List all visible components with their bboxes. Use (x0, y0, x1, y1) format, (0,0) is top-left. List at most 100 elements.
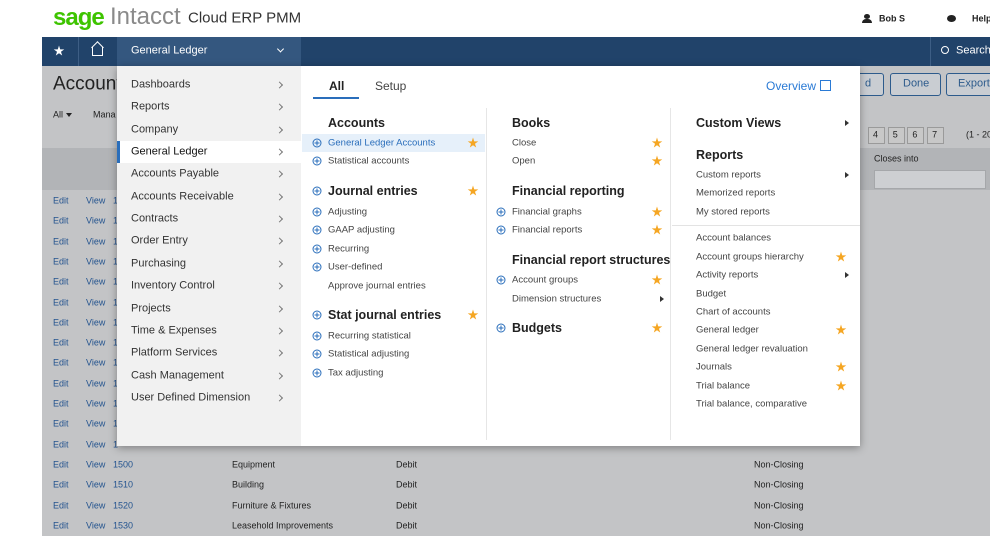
submenu-arrow[interactable] (845, 272, 849, 278)
page-button[interactable] (887, 127, 905, 144)
module-item[interactable]: Reports (131, 100, 170, 113)
favorite-icon[interactable] (651, 274, 663, 285)
page-number[interactable]: 6 (912, 129, 918, 140)
page-number[interactable]: 5 (892, 129, 898, 140)
module-item[interactable]: Company (131, 123, 179, 136)
row-link[interactable]: View (86, 236, 106, 247)
row-link[interactable]: 1 (113, 398, 119, 409)
row-link[interactable]: Edit (53, 236, 69, 247)
module-item[interactable]: Inventory Control (131, 279, 215, 292)
selected-module[interactable] (117, 141, 301, 164)
module-tab-label[interactable]: General Ledger (131, 44, 208, 57)
tab[interactable]: Setup (375, 79, 407, 93)
module-item[interactable]: Cash Management (131, 369, 224, 382)
row-link[interactable]: Edit (53, 256, 69, 267)
row-link[interactable]: 1500 (113, 459, 134, 470)
menu-group-title[interactable]: Budgets (512, 320, 562, 335)
row-link[interactable]: View (86, 276, 106, 287)
favorite-icon[interactable] (651, 322, 663, 333)
add-icon[interactable] (312, 262, 322, 272)
row-link[interactable]: View (86, 195, 106, 206)
menu-item[interactable]: General ledger revaluation (696, 343, 808, 355)
submenu-arrow[interactable] (845, 172, 849, 178)
menu-group-title[interactable]: Stat journal entries (328, 307, 442, 322)
button-label[interactable]: Export (958, 77, 990, 90)
row-link[interactable]: Edit (53, 317, 69, 328)
menu-group-title[interactable]: Financial report structures (512, 252, 671, 267)
help-icon[interactable] (947, 15, 956, 22)
search-icon[interactable] (941, 46, 949, 54)
row-link[interactable]: View (86, 215, 106, 226)
menu-item[interactable]: Open (512, 155, 536, 167)
row-link[interactable]: Edit (53, 337, 69, 348)
submenu-arrow[interactable] (845, 120, 849, 126)
add-icon[interactable] (312, 138, 322, 148)
row-link[interactable]: Edit (53, 500, 69, 510)
row-link[interactable]: 1 (113, 418, 119, 429)
row-link[interactable]: View (86, 520, 106, 531)
menu-item[interactable]: Trial balance (696, 380, 751, 392)
module-item[interactable]: Purchasing (131, 257, 187, 270)
row-link[interactable]: View (86, 418, 106, 429)
row-link[interactable]: Edit (53, 418, 69, 429)
module-tab[interactable] (117, 37, 301, 66)
row-link[interactable]: View (86, 378, 106, 389)
overview-link[interactable]: Overview (766, 79, 817, 93)
row-link[interactable]: Edit (53, 357, 69, 368)
add-icon[interactable] (312, 225, 322, 235)
row-link[interactable]: View (86, 459, 106, 470)
favorite-icon[interactable] (467, 309, 479, 320)
row-link[interactable]: View (86, 357, 106, 368)
add-icon[interactable] (312, 331, 322, 341)
favorite-icon[interactable] (835, 361, 847, 372)
menu-item[interactable]: Chart of accounts (696, 306, 771, 318)
button-label[interactable]: d (865, 77, 872, 90)
menu-item[interactable]: Approve journal entries (328, 280, 426, 292)
menu-item[interactable]: Statistical accounts (328, 155, 410, 167)
menu-item[interactable]: Account groups (512, 274, 579, 286)
menu-item[interactable]: General Ledger Accounts (328, 137, 436, 149)
add-icon[interactable] (496, 275, 506, 285)
row-link[interactable]: 1 (113, 236, 119, 247)
row-link[interactable]: Edit (53, 398, 69, 409)
module-item[interactable]: User Defined Dimension (131, 391, 251, 404)
row-link[interactable]: View (86, 317, 106, 328)
add-icon[interactable] (496, 207, 506, 217)
add-icon[interactable] (312, 310, 322, 320)
menu-group-title[interactable]: Journal entries (328, 183, 418, 198)
favorite-icon[interactable] (835, 380, 847, 391)
favorite-icon[interactable] (651, 206, 663, 217)
module-item[interactable]: Order Entry (131, 234, 188, 247)
menu-item[interactable]: GAAP adjusting (328, 224, 395, 236)
favorite-icon[interactable] (467, 137, 479, 148)
external-link-icon[interactable] (820, 80, 831, 91)
button-label[interactable]: Done (903, 77, 930, 90)
row-link[interactable]: View (86, 439, 106, 450)
row-link[interactable]: Edit (53, 378, 69, 389)
row-link[interactable]: View (86, 297, 106, 307)
module-item[interactable]: Platform Services (131, 346, 218, 359)
row-link[interactable]: 1 (113, 357, 119, 368)
row-link[interactable]: 1 (113, 215, 119, 226)
row-link[interactable]: 1 (113, 195, 119, 206)
menu-item[interactable]: Recurring statistical (328, 330, 411, 342)
dropdown-icon[interactable] (66, 113, 72, 117)
button[interactable] (890, 73, 941, 96)
user-name[interactable]: Bob S (879, 13, 905, 24)
filter-label[interactable]: Mana (93, 109, 116, 120)
row-link[interactable]: View (86, 398, 106, 409)
page-number[interactable]: 7 (932, 129, 938, 140)
module-item[interactable]: Accounts Payable (131, 167, 220, 180)
module-item[interactable]: Dashboards (131, 78, 191, 91)
row-link[interactable]: View (86, 256, 106, 267)
menu-group-title[interactable]: Reports (696, 147, 744, 162)
page-button[interactable] (907, 127, 925, 144)
row-link[interactable]: Edit (53, 215, 69, 226)
row-link[interactable]: Edit (53, 195, 69, 206)
menu-item[interactable]: Close (512, 137, 537, 149)
filter-dropdown[interactable]: All (53, 109, 64, 120)
menu-item[interactable]: Account balances (696, 232, 771, 244)
page-button[interactable] (868, 127, 885, 144)
menu-item[interactable]: General ledger (696, 324, 759, 336)
row-link[interactable]: 1 (113, 317, 119, 328)
